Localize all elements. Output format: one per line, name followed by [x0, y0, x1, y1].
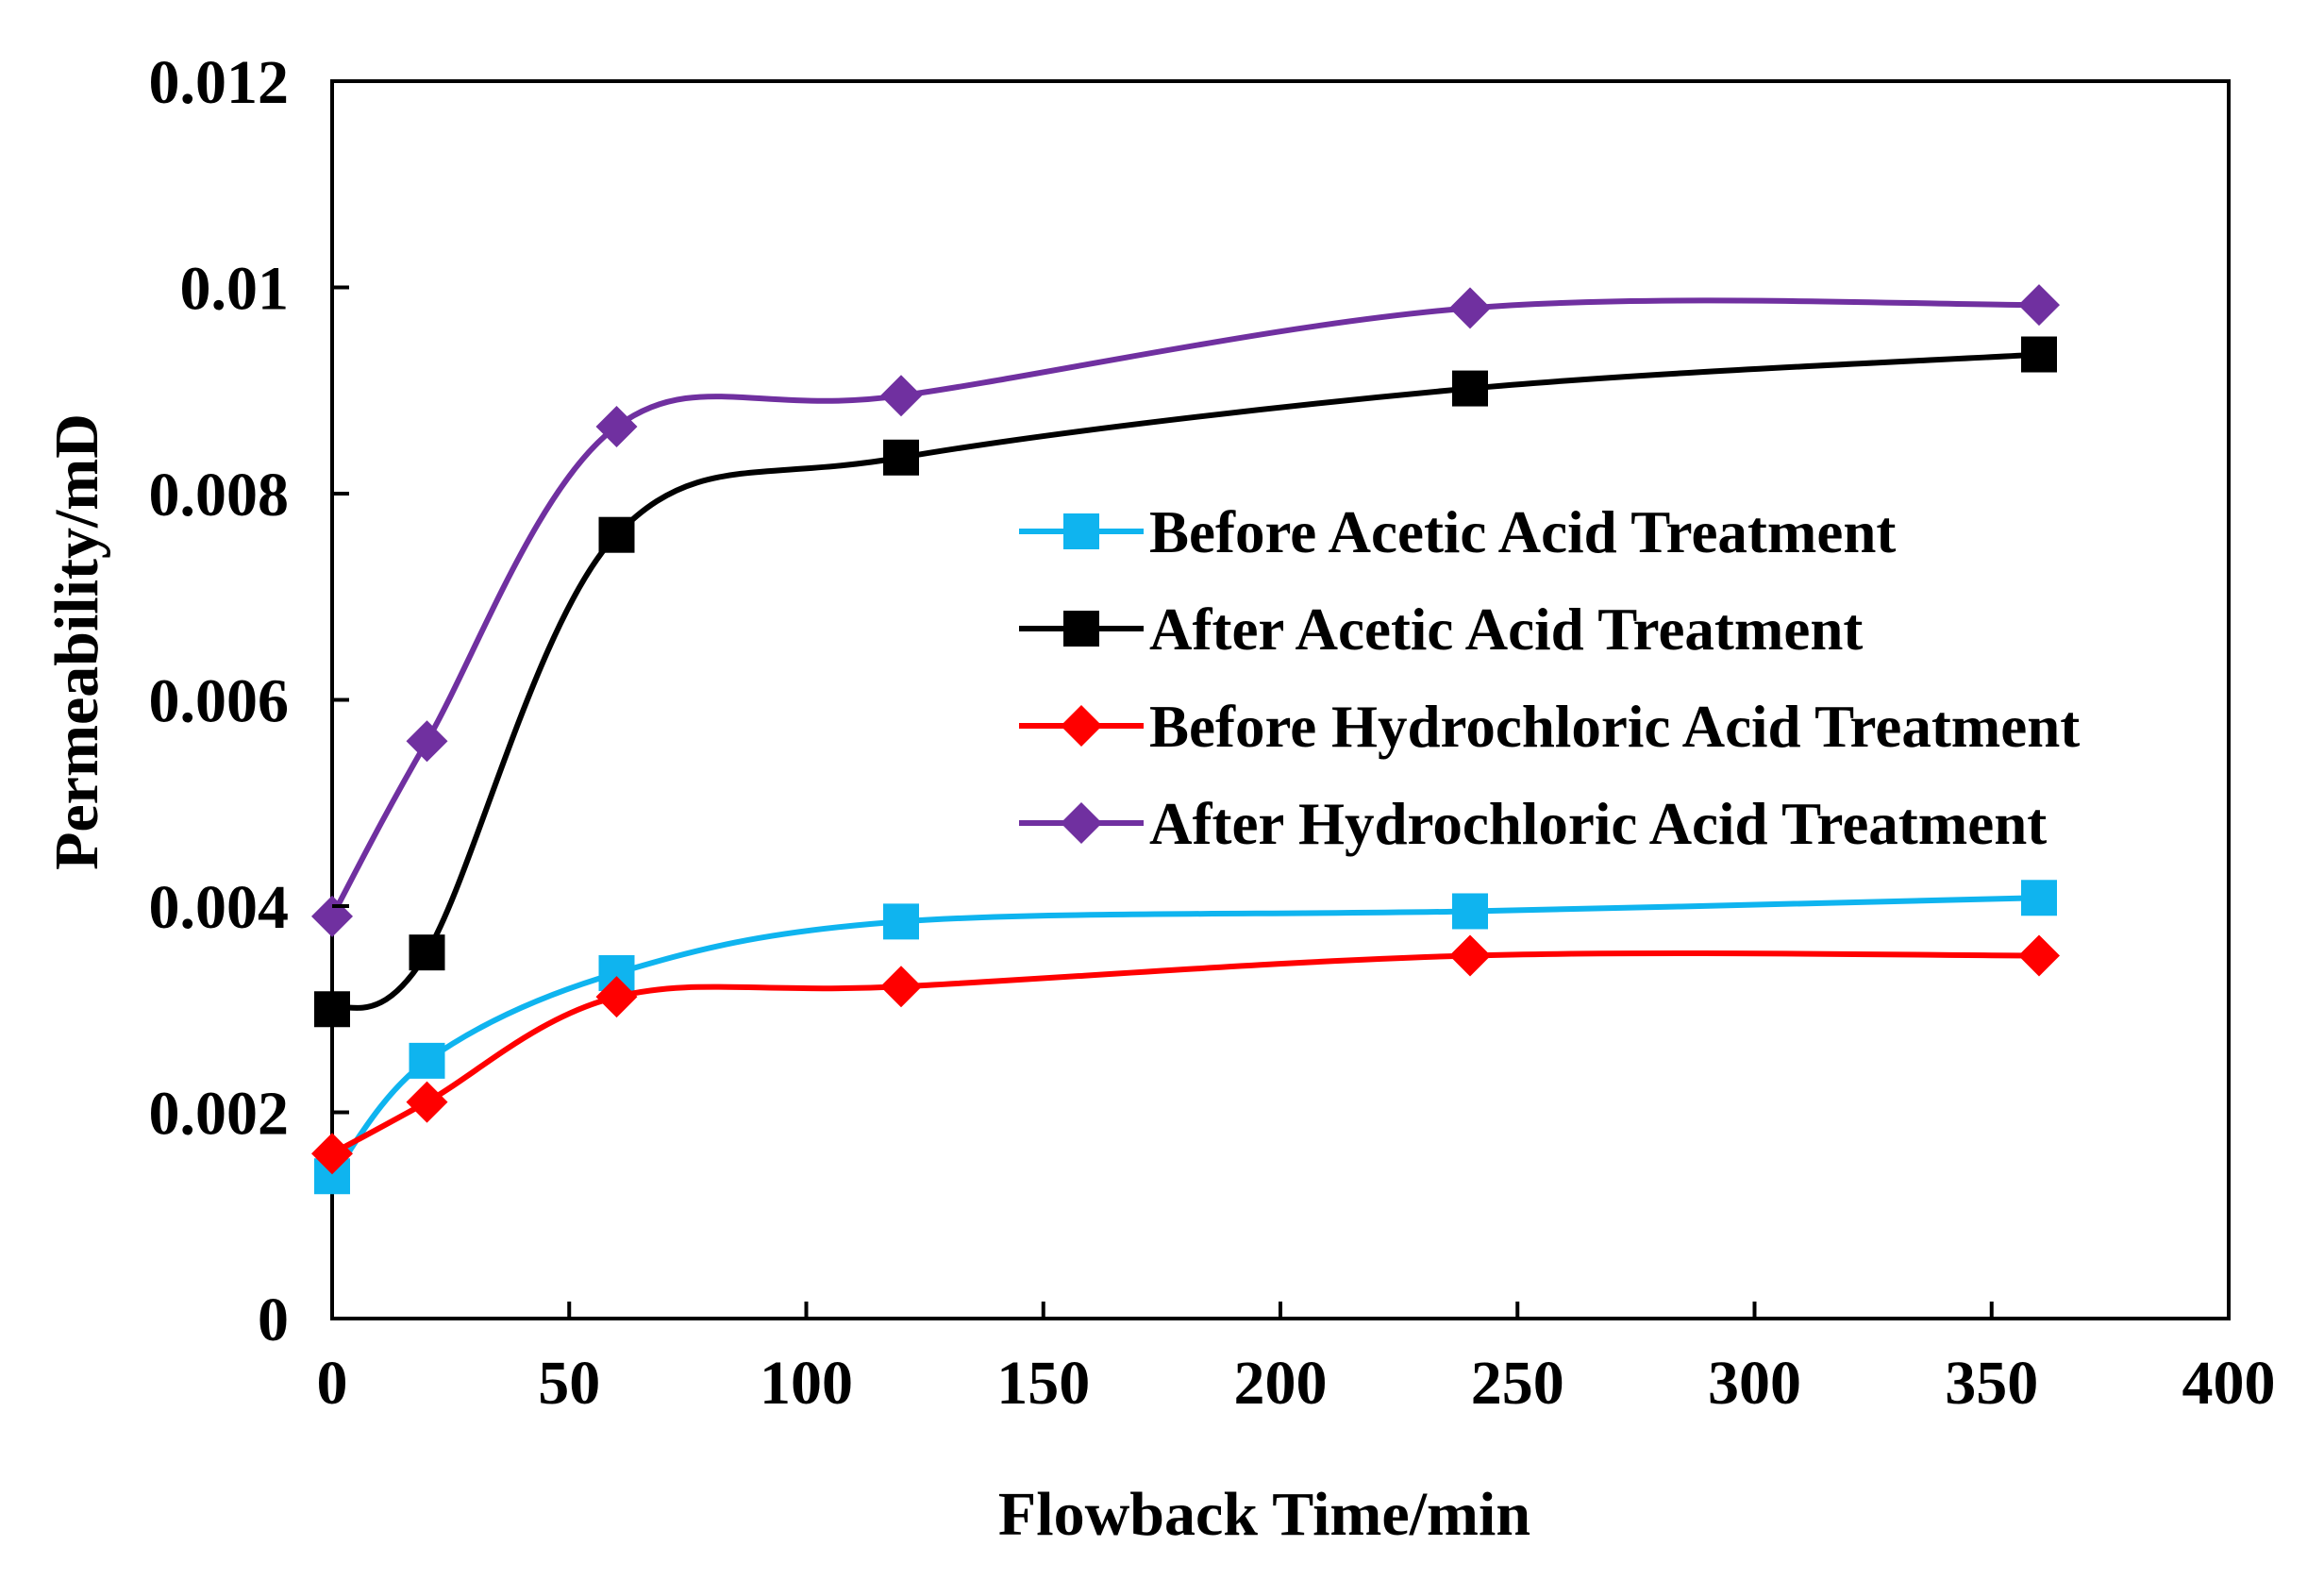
y-tick-label: 0.004	[149, 873, 290, 942]
data-point	[1449, 287, 1491, 329]
data-point	[2018, 934, 2060, 977]
data-point	[314, 991, 350, 1028]
data-point	[406, 720, 448, 763]
series-2	[311, 934, 2060, 1175]
legend-label: After Acetic Acid Treatment	[1149, 597, 1863, 663]
legend-marker	[1061, 802, 1102, 844]
data-point	[409, 1042, 445, 1079]
x-tick-label: 0	[317, 1349, 348, 1418]
legend: Before Acetic Acid Treatment After Acetic…	[1019, 499, 2080, 857]
legend-entry: After Acetic Acid Treatment	[1019, 597, 1863, 663]
legend-label: Before Hydrochloric Acid Treatment	[1149, 694, 2080, 760]
data-point	[311, 1133, 353, 1175]
x-axis-ticks: 0 50 100 150 200 250 300 350 400	[317, 1302, 2276, 1418]
series-3	[311, 284, 2060, 937]
series-0	[314, 880, 2057, 1195]
data-point	[2021, 880, 2057, 916]
data-point	[409, 934, 445, 971]
legend-label: Before Acetic Acid Treatment	[1149, 499, 1896, 565]
legend-marker	[1063, 611, 1099, 647]
y-tick-label: 0	[258, 1286, 289, 1354]
plot-area	[330, 79, 2231, 1320]
data-point	[1452, 893, 1488, 930]
y-axis-label: Permeability/mD	[42, 413, 111, 870]
legend-marker	[1063, 513, 1099, 549]
legend-marker	[1061, 705, 1102, 747]
x-tick-label: 200	[1234, 1349, 1328, 1418]
y-axis-ticks: 0 0.002 0.004 0.006 0.008 0.01 0.012	[149, 48, 349, 1354]
series-layer	[311, 284, 2060, 1195]
x-tick-label: 100	[760, 1349, 853, 1418]
x-tick-label: 350	[1945, 1349, 2038, 1418]
y-tick-label: 0.006	[149, 667, 290, 736]
data-point	[883, 903, 919, 940]
y-tick-label: 0.002	[149, 1080, 290, 1149]
y-tick-label: 0.012	[149, 48, 290, 117]
data-point	[880, 966, 922, 1008]
x-axis-label: Flowback Time/min	[998, 1480, 1530, 1549]
series-line	[330, 351, 2040, 1013]
data-point	[598, 516, 635, 553]
x-tick-label: 250	[1471, 1349, 1564, 1418]
data-point	[1452, 370, 1488, 407]
x-tick-label: 300	[1708, 1349, 1801, 1418]
legend-entry: Before Hydrochloric Acid Treatment	[1019, 694, 2080, 760]
data-point	[880, 375, 922, 417]
data-point	[883, 439, 919, 476]
y-tick-label: 0.01	[180, 255, 290, 324]
data-point	[595, 976, 638, 1018]
series-line	[329, 297, 2040, 918]
data-point	[406, 1081, 448, 1123]
data-point	[595, 405, 638, 447]
legend-entry: After Hydrochloric Acid Treatment	[1019, 791, 2047, 857]
legend-entry: Before Acetic Acid Treatment	[1019, 499, 1896, 565]
data-point	[2018, 284, 2060, 327]
data-point	[1449, 934, 1491, 977]
series-1	[314, 336, 2057, 1028]
legend-label: After Hydrochloric Acid Treatment	[1149, 791, 2047, 857]
x-tick-label: 150	[996, 1349, 1090, 1418]
x-tick-label: 50	[538, 1349, 600, 1418]
data-point	[2021, 336, 2057, 373]
x-tick-label: 400	[2182, 1349, 2276, 1418]
y-tick-label: 0.008	[149, 461, 290, 529]
